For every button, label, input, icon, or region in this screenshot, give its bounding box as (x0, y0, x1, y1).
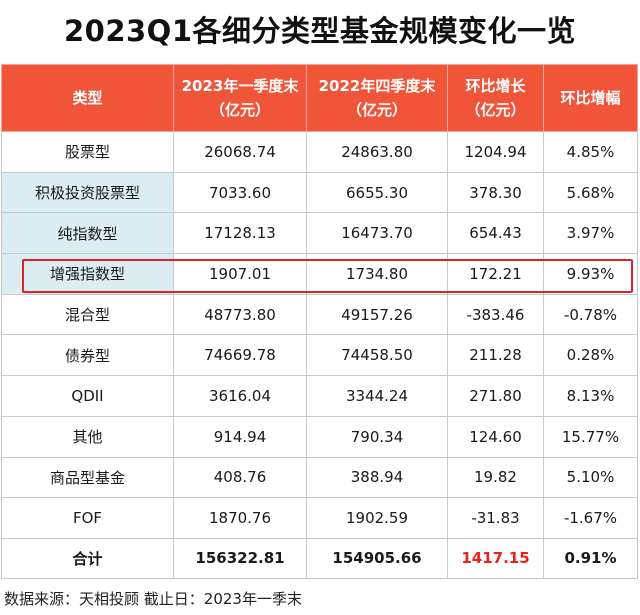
total-type: 合计 (1, 537, 174, 579)
cell-q4-2022: 74458.50 (306, 334, 448, 377)
cell-q1-2023: 26068.74 (173, 131, 307, 173)
cell-type: 股票型 (1, 131, 174, 173)
cell-change: 211.28 (447, 334, 544, 377)
cell-q4-2022: 3344.24 (306, 375, 448, 417)
total-change: 1417.15 (447, 537, 544, 579)
cell-pct: 8.13% (543, 375, 638, 417)
cell-pct: -0.78% (543, 293, 638, 336)
table-row: 积极投资股票型 7033.60 6655.30 378.30 5.68% (1, 171, 638, 214)
cell-type: 增强指数型 (1, 253, 174, 295)
cell-q4-2022: 49157.26 (306, 293, 448, 336)
fund-scale-table: 类型 2023年一季度末 （亿元） 2022年四季度末 （亿元） 环比增长 （亿元） … (1, 64, 638, 579)
cell-pct: 4.85% (543, 131, 638, 173)
cell-type: 混合型 (1, 293, 174, 336)
total-q4-2022: 154905.66 (306, 537, 448, 579)
cell-q4-2022: 6655.30 (306, 171, 448, 214)
cell-q4-2022: 790.34 (306, 415, 448, 458)
table-row: 股票型 26068.74 24863.80 1204.94 4.85% (1, 131, 638, 173)
cell-q1-2023: 48773.80 (173, 293, 307, 336)
cell-q1-2023: 914.94 (173, 415, 307, 458)
cell-q4-2022: 24863.80 (306, 131, 448, 173)
table-total-row: 合计 156322.81 154905.66 1417.15 0.91% (1, 537, 638, 579)
cell-change: -383.46 (447, 293, 544, 336)
cell-type: 积极投资股票型 (1, 171, 174, 214)
cell-q1-2023: 1907.01 (173, 253, 307, 295)
cell-change: -31.83 (447, 497, 544, 539)
cell-type: 纯指数型 (1, 212, 174, 255)
header-type: 类型 (1, 64, 174, 132)
cell-pct: 9.93% (543, 253, 638, 295)
cell-q4-2022: 1902.59 (306, 497, 448, 539)
header-q4-2022: 2022年四季度末 （亿元） (306, 64, 448, 132)
cell-type: FOF (1, 497, 174, 539)
cell-change: 1204.94 (447, 131, 544, 173)
cell-type: QDII (1, 375, 174, 417)
table-header-row: 类型 2023年一季度末 （亿元） 2022年四季度末 （亿元） 环比增长 （亿元） … (1, 64, 638, 132)
cell-pct: 0.28% (543, 334, 638, 377)
page-title: 2023Q1各细分类型基金规模变化一览 (63, 14, 577, 48)
cell-q1-2023: 74669.78 (173, 334, 307, 377)
table-row-highlighted: 增强指数型 1907.01 1734.80 172.21 9.93% (1, 253, 638, 295)
table-row: 债券型 74669.78 74458.50 211.28 0.28% (1, 334, 638, 377)
cell-q4-2022: 16473.70 (306, 212, 448, 255)
cell-change: 378.30 (447, 171, 544, 214)
total-q1-2023: 156322.81 (173, 537, 307, 579)
cell-q1-2023: 3616.04 (173, 375, 307, 417)
table-row: FOF 1870.76 1902.59 -31.83 -1.67% (1, 497, 638, 539)
cell-pct: 5.68% (543, 171, 638, 214)
cell-pct: 5.10% (543, 456, 638, 499)
cell-change: 654.43 (447, 212, 544, 255)
table-row: 商品型基金 408.76 388.94 19.82 5.10% (1, 456, 638, 499)
cell-q1-2023: 7033.60 (173, 171, 307, 214)
cell-q1-2023: 17128.13 (173, 212, 307, 255)
cell-q1-2023: 408.76 (173, 456, 307, 499)
table-row: 纯指数型 17128.13 16473.70 654.43 3.97% (1, 212, 638, 255)
cell-type: 债券型 (1, 334, 174, 377)
cell-type: 商品型基金 (1, 456, 174, 499)
cell-type: 其他 (1, 415, 174, 458)
cell-q4-2022: 1734.80 (306, 253, 448, 295)
cell-change: 124.60 (447, 415, 544, 458)
table-row: 其他 914.94 790.34 124.60 15.77% (1, 415, 638, 458)
cell-q4-2022: 388.94 (306, 456, 448, 499)
cell-change: 172.21 (447, 253, 544, 295)
total-pct: 0.91% (543, 537, 638, 579)
cell-q1-2023: 1870.76 (173, 497, 307, 539)
table-row: 混合型 48773.80 49157.26 -383.46 -0.78% (1, 293, 638, 336)
data-source-note: 数据来源：天相投顾 截止日：2023年一季末 (4, 589, 302, 608)
header-q1-2023: 2023年一季度末 （亿元） (173, 64, 307, 132)
cell-pct: 15.77% (543, 415, 638, 458)
header-change: 环比增长 （亿元） (447, 64, 544, 132)
header-pct: 环比增幅 (543, 64, 638, 132)
cell-change: 271.80 (447, 375, 544, 417)
cell-change: 19.82 (447, 456, 544, 499)
cell-pct: 3.97% (543, 212, 638, 255)
cell-pct: -1.67% (543, 497, 638, 539)
table-row: QDII 3616.04 3344.24 271.80 8.13% (1, 375, 638, 417)
